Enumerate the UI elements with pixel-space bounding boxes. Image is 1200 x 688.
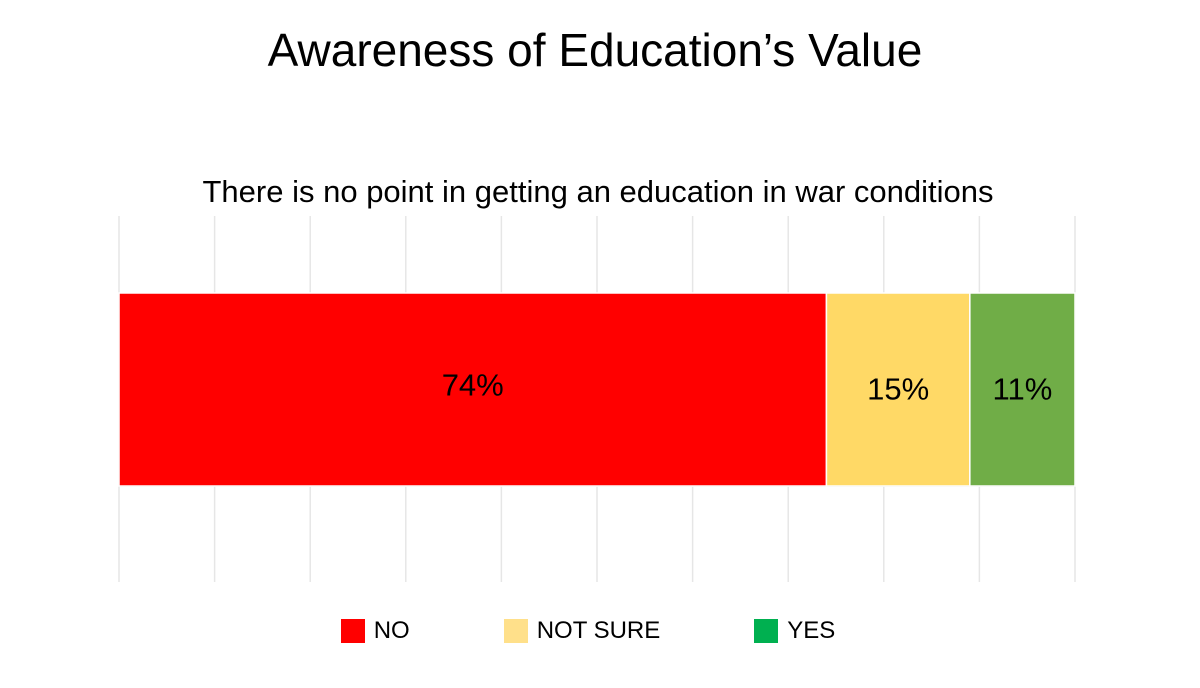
data-label-no: 74% (442, 368, 504, 403)
legend-swatch-no (340, 619, 365, 643)
chart-title: Awareness of Education’s Value (267, 24, 923, 76)
legend-item-no: NO (340, 616, 410, 646)
chart-subtitle: There is no point in getting an educatio… (202, 174, 994, 209)
legend-swatch-not-sure (503, 619, 528, 643)
data-label-yes: 11% (993, 372, 1053, 407)
legend-swatch-yes (754, 619, 779, 643)
bar-segment-yes (969, 292, 1076, 487)
bar-segment-no (118, 292, 828, 487)
legend-label-no: NO (373, 617, 410, 644)
data-label-not-sure: 15% (867, 372, 929, 407)
chart-legend: NO NOT SURE YES (0, 616, 1176, 646)
legend-item-yes: YES (754, 616, 835, 646)
bar-segment-not-sure (825, 292, 971, 487)
legend-item-not-sure: NOT SURE (503, 616, 661, 646)
legend-label-yes: YES (787, 617, 836, 644)
legend-label-not-sure: NOT SURE (536, 617, 661, 644)
